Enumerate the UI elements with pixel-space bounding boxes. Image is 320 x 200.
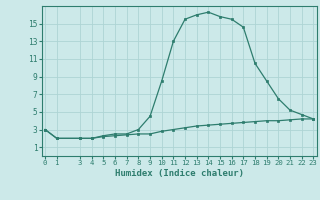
- X-axis label: Humidex (Indice chaleur): Humidex (Indice chaleur): [115, 169, 244, 178]
